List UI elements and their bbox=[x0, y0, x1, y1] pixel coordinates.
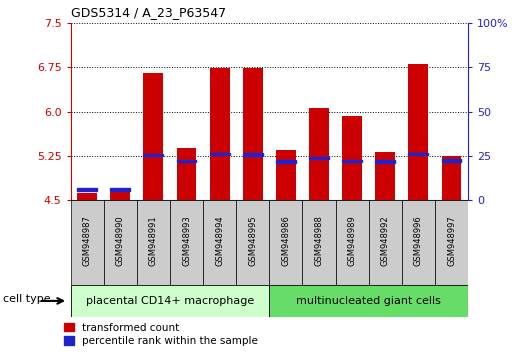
Bar bbox=[376, 160, 395, 163]
Text: GSM948997: GSM948997 bbox=[447, 216, 456, 266]
Bar bbox=[77, 188, 97, 191]
Bar bbox=[309, 108, 329, 200]
Text: GSM948987: GSM948987 bbox=[83, 215, 92, 266]
Text: GSM948994: GSM948994 bbox=[215, 216, 224, 266]
Text: GSM948993: GSM948993 bbox=[182, 216, 191, 266]
Bar bbox=[408, 64, 428, 200]
Text: GSM948988: GSM948988 bbox=[314, 215, 324, 266]
Bar bbox=[177, 148, 197, 200]
Bar bbox=[276, 150, 296, 200]
Bar bbox=[170, 200, 203, 285]
Text: placental CD14+ macrophage: placental CD14+ macrophage bbox=[86, 296, 254, 306]
Bar bbox=[177, 160, 197, 162]
Bar bbox=[342, 116, 362, 200]
Bar bbox=[441, 159, 461, 162]
Bar bbox=[402, 200, 435, 285]
Bar bbox=[243, 153, 263, 156]
Text: GSM948995: GSM948995 bbox=[248, 216, 257, 266]
Bar bbox=[104, 200, 137, 285]
Bar bbox=[276, 160, 296, 163]
Bar bbox=[243, 68, 263, 200]
Bar bbox=[441, 156, 461, 200]
Bar bbox=[77, 193, 97, 200]
Bar bbox=[110, 191, 130, 200]
Bar bbox=[143, 154, 163, 156]
Bar bbox=[435, 200, 468, 285]
Text: multinucleated giant cells: multinucleated giant cells bbox=[296, 296, 441, 306]
Bar bbox=[342, 160, 362, 162]
Bar bbox=[408, 153, 428, 155]
Bar bbox=[137, 200, 170, 285]
Legend: transformed count, percentile rank within the sample: transformed count, percentile rank withi… bbox=[60, 319, 262, 350]
Text: GDS5314 / A_23_P63547: GDS5314 / A_23_P63547 bbox=[71, 6, 226, 19]
Bar bbox=[369, 200, 402, 285]
Bar bbox=[376, 152, 395, 200]
Bar bbox=[336, 200, 369, 285]
Bar bbox=[143, 73, 163, 200]
Bar bbox=[269, 200, 302, 285]
Bar bbox=[203, 200, 236, 285]
Bar bbox=[236, 200, 269, 285]
Text: GSM948996: GSM948996 bbox=[414, 216, 423, 266]
Bar bbox=[309, 157, 329, 159]
Text: GSM948989: GSM948989 bbox=[348, 216, 357, 266]
Bar bbox=[302, 200, 336, 285]
Bar bbox=[210, 68, 230, 200]
Bar bbox=[71, 285, 269, 317]
Text: GSM948990: GSM948990 bbox=[116, 216, 125, 266]
Bar bbox=[210, 153, 230, 155]
Text: GSM948992: GSM948992 bbox=[381, 216, 390, 266]
Text: GSM948991: GSM948991 bbox=[149, 216, 158, 266]
Text: cell type: cell type bbox=[3, 294, 50, 304]
Text: GSM948986: GSM948986 bbox=[281, 215, 290, 266]
Bar bbox=[71, 200, 104, 285]
Bar bbox=[269, 285, 468, 317]
Bar bbox=[110, 188, 130, 191]
